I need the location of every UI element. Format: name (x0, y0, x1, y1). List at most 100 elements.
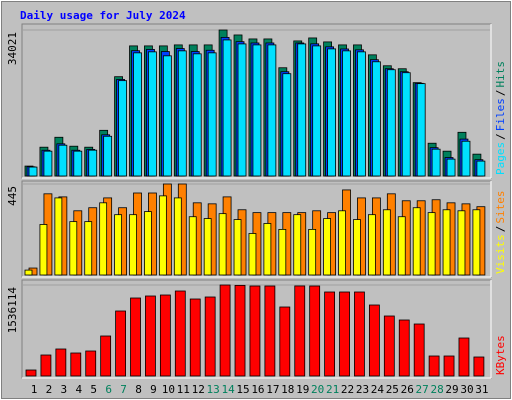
x-tick-label: 16 (251, 383, 264, 396)
bar (278, 228, 287, 276)
x-tick-label: 23 (356, 383, 369, 396)
bar (233, 219, 242, 276)
bar (218, 213, 227, 276)
bar (118, 80, 127, 177)
bar (252, 44, 262, 177)
bar (357, 51, 366, 177)
bar (249, 285, 261, 377)
bar (397, 216, 406, 276)
x-tick-label: 22 (341, 383, 354, 396)
bar (416, 83, 426, 177)
bar (43, 150, 53, 177)
bar (144, 211, 152, 276)
x-tick-label: 31 (475, 383, 488, 396)
bar (324, 291, 336, 377)
bar (85, 350, 97, 377)
x-tick-label: 1 (31, 383, 38, 396)
x-tick-label: 10 (162, 383, 175, 396)
x-tick-label: 29 (445, 383, 458, 396)
bar (84, 221, 93, 276)
bar (371, 61, 381, 177)
x-tick-label: 8 (135, 383, 142, 396)
bar (39, 224, 48, 276)
bar (308, 228, 317, 276)
x-tick-label: 19 (296, 383, 309, 396)
y-tick-label: 1536114 (6, 287, 19, 334)
x-tick-label: 28 (430, 383, 443, 396)
bar (103, 135, 113, 177)
x-tick-label: 20 (311, 383, 324, 396)
legend-entry: Hits (494, 61, 507, 88)
bar (443, 355, 455, 377)
bar (222, 39, 232, 177)
x-tick-label: 18 (281, 383, 294, 396)
bar (401, 72, 411, 177)
bar (476, 160, 486, 177)
bar (158, 195, 167, 276)
bar (473, 356, 485, 377)
x-tick-label: 25 (386, 383, 399, 396)
bar (327, 48, 337, 177)
x-tick-label: 27 (416, 383, 429, 396)
x-tick-label: 26 (401, 383, 414, 396)
bar (458, 337, 470, 377)
bar (207, 52, 217, 177)
bar (54, 197, 63, 276)
bar (382, 209, 391, 276)
bar (203, 218, 212, 276)
x-tick-label: 3 (61, 383, 68, 396)
x-tick-label: 24 (371, 383, 385, 396)
bar (323, 218, 332, 276)
bar (114, 214, 122, 276)
bar (159, 294, 171, 377)
bar (173, 197, 182, 276)
legend-entry: Pages (494, 142, 507, 175)
bar (446, 158, 456, 177)
bar (293, 214, 302, 276)
bar (267, 44, 277, 177)
x-tick-label: 9 (150, 383, 157, 396)
x-tick-label: 30 (460, 383, 473, 396)
bar (442, 209, 451, 276)
bar (55, 348, 67, 377)
bar (294, 285, 306, 377)
legend: KBytes (494, 335, 507, 375)
x-tick-label: 7 (120, 383, 127, 396)
bar (162, 55, 172, 177)
bar (367, 214, 376, 276)
bar (263, 223, 272, 276)
bar (28, 166, 38, 177)
bar (428, 355, 440, 377)
bar (25, 369, 37, 377)
bar (368, 304, 380, 377)
legend: Visits/ Sites (494, 191, 507, 275)
bar (413, 323, 425, 377)
bar (386, 69, 396, 177)
x-tick-label: 5 (90, 383, 97, 396)
y-tick-label: 34021 (6, 32, 19, 65)
bar (219, 284, 231, 377)
bar (70, 352, 82, 377)
bar (148, 51, 157, 177)
x-tick-label: 6 (105, 383, 112, 396)
bar (88, 149, 98, 177)
x-tick-label: 12 (192, 383, 205, 396)
x-tick-label: 13 (207, 383, 220, 396)
bar (353, 219, 361, 276)
legend-entry: KBytes (494, 335, 507, 375)
bar (177, 50, 187, 177)
bar (58, 144, 68, 177)
bar (237, 43, 247, 177)
x-tick-label: 17 (266, 383, 279, 396)
x-tick-label: 21 (326, 383, 339, 396)
bar (69, 221, 78, 276)
bar (282, 73, 292, 177)
legend-entry: Files (494, 98, 507, 131)
bar (342, 50, 351, 177)
bar (297, 43, 307, 177)
y-tick-label: 445 (6, 186, 19, 206)
bar (100, 335, 112, 377)
bar (354, 291, 365, 377)
bar (339, 291, 350, 377)
bar (264, 285, 276, 377)
